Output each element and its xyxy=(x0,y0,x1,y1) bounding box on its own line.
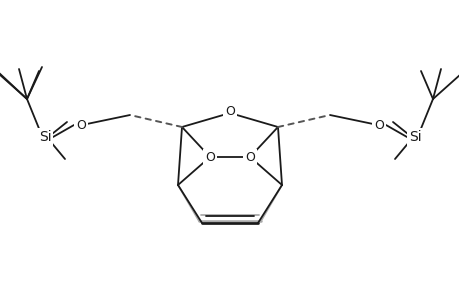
Text: O: O xyxy=(76,118,86,131)
Text: O: O xyxy=(224,104,235,118)
Text: Si: Si xyxy=(39,130,51,144)
Text: O: O xyxy=(373,118,383,131)
Text: O: O xyxy=(245,151,254,164)
Text: O: O xyxy=(205,151,214,164)
Text: Si: Si xyxy=(408,130,420,144)
